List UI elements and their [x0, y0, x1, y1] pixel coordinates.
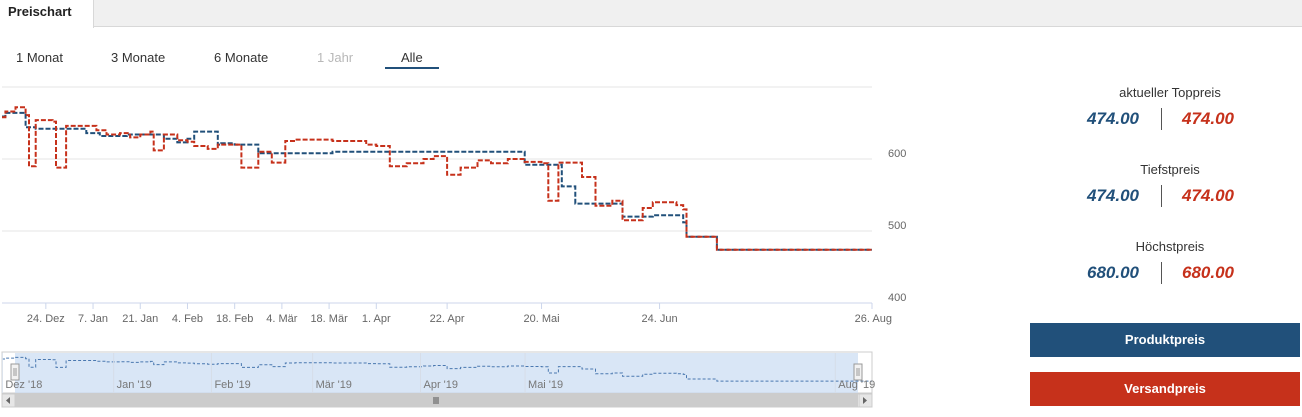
y-tick-label: 400 [888, 292, 906, 304]
highest-price-separator [1161, 262, 1162, 284]
highest-price-label: Höchstpreis [1135, 239, 1205, 254]
navigator-label: Mai '19 [528, 379, 563, 391]
y-tick-label: 600 [888, 148, 906, 160]
x-tick-label: 4. Mär [266, 313, 298, 325]
series-line-shipping [2, 106, 872, 251]
navigator-label: Feb '19 [214, 379, 250, 391]
lowest-product-price: 474.00 [1087, 186, 1139, 205]
tab-bar: Preischart [0, 0, 1302, 28]
x-tick-label: 26. Aug [855, 313, 892, 325]
x-tick-label: 7. Jan [78, 313, 108, 325]
series-line-product [2, 111, 872, 251]
shipping-price-button[interactable]: Versandpreis [1030, 372, 1300, 406]
current-shipping-price: 474.00 [1182, 109, 1234, 128]
range-1-month[interactable]: 1 Monat [16, 50, 63, 65]
current-price-separator [1161, 108, 1162, 130]
navigator-label: Dez '18 [5, 379, 42, 391]
tab-preischart[interactable]: Preischart [0, 0, 94, 28]
navigator-label: Mär '19 [316, 379, 352, 391]
navigator-label: Aug '19 [838, 379, 875, 391]
x-tick-label: 21. Jan [122, 313, 158, 325]
navigator-label: Apr '19 [424, 379, 459, 391]
product-price-button[interactable]: Produktpreis [1030, 323, 1300, 357]
x-tick-label: 18. Mär [310, 313, 348, 325]
navigator-handle-right[interactable] [853, 363, 863, 381]
range-6-months[interactable]: 6 Monate [214, 50, 269, 65]
current-product-price: 474.00 [1087, 109, 1139, 128]
navigator-label: Jan '19 [117, 379, 152, 391]
x-tick-label: 20. Mai [523, 313, 559, 325]
current-price-label: aktueller Toppreis [1119, 85, 1221, 100]
y-tick-label: 500 [888, 220, 906, 232]
x-tick-label: 1. Apr [362, 313, 391, 325]
x-tick-label: 4. Feb [172, 313, 203, 325]
scroll-right-arrow-icon [863, 397, 867, 404]
x-tick-label: 24. Jun [642, 313, 678, 325]
highest-shipping-price: 680.00 [1182, 263, 1234, 282]
range-all[interactable]: Alle [401, 50, 423, 65]
price-chart: 24. Dez 7. Jan 21. Jan 4. Feb 18. Feb 4. Mär 1… [1, 86, 906, 408]
x-tick-label: 22. Apr [430, 313, 465, 325]
x-tick-label: 24. Dez [27, 313, 65, 325]
x-tick-label: 18. Feb [216, 313, 253, 325]
navigator-selection[interactable] [15, 353, 858, 393]
range-1-year: 1 Jahr [317, 50, 354, 65]
lowest-price-label: Tiefstpreis [1140, 162, 1200, 177]
range-3-months[interactable]: 3 Monate [111, 50, 166, 65]
range-active-indicator [385, 67, 439, 69]
highest-product-price: 680.00 [1087, 263, 1139, 282]
scroll-left-arrow-icon [6, 397, 10, 404]
lowest-price-separator [1161, 185, 1162, 207]
lowest-shipping-price: 474.00 [1182, 186, 1234, 205]
navigator-handle-left[interactable] [10, 363, 20, 381]
navigator-line [2, 356, 872, 382]
